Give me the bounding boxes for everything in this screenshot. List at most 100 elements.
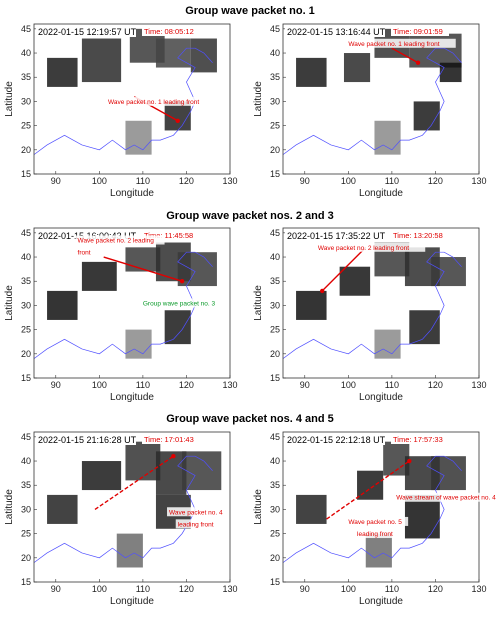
annotation-label: Wave packet no. 5 bbox=[348, 519, 402, 526]
arrow-head bbox=[171, 453, 176, 459]
plot-frame bbox=[33, 227, 231, 379]
y-tick-label: 25 bbox=[270, 325, 280, 335]
arrow-head bbox=[179, 279, 185, 284]
y-tick-label: 15 bbox=[270, 577, 280, 587]
y-tick-label: 20 bbox=[21, 349, 31, 359]
image-patch bbox=[365, 533, 392, 568]
panel-5: 90 100 110 120 130 15 20 25 30 35 40 45 Longitude Lat… bbox=[4, 431, 238, 607]
image-patch bbox=[404, 494, 440, 539]
y-tick-label: 30 bbox=[21, 300, 31, 310]
y-axis-label: Latitude bbox=[4, 285, 15, 321]
x-axis-label: Longitude bbox=[110, 596, 154, 607]
time-label: Time: 17:01:43 bbox=[144, 435, 194, 444]
x-tick-label: 130 bbox=[222, 584, 237, 594]
y-axis-label: Latitude bbox=[4, 489, 15, 525]
y-axis-label: Latitude bbox=[253, 285, 264, 321]
y-tick-label: 25 bbox=[21, 121, 31, 131]
timestamp-label: 2022-01-15 21:16:28 UT bbox=[38, 435, 137, 445]
x-tick-label: 130 bbox=[222, 380, 237, 390]
x-tick-label: 100 bbox=[341, 176, 356, 186]
coastline bbox=[33, 47, 213, 155]
stamp-background bbox=[36, 434, 136, 445]
annotation-background bbox=[346, 516, 409, 526]
x-tick-label: 100 bbox=[92, 380, 107, 390]
y-tick-label: 20 bbox=[21, 553, 31, 563]
x-tick-label: 90 bbox=[300, 176, 310, 186]
coastline bbox=[33, 251, 213, 359]
x-tick-label: 110 bbox=[385, 176, 399, 186]
annotation-label: Wave packet no. 1 leading front bbox=[108, 99, 199, 106]
annotation-background bbox=[106, 96, 216, 106]
annotation-background bbox=[140, 298, 224, 308]
x-tick-label: 90 bbox=[51, 176, 61, 186]
x-axis-label: Longitude bbox=[359, 596, 403, 607]
annotation-label: Wave packet no. 1 leading front bbox=[348, 41, 439, 48]
y-tick-label: 25 bbox=[21, 529, 31, 539]
section-title-1: Group wave packet no. 1 bbox=[185, 5, 315, 17]
image-patch bbox=[296, 290, 327, 320]
arrow-line bbox=[326, 460, 410, 520]
y-axis-label: Latitude bbox=[253, 489, 264, 525]
image-patch bbox=[431, 257, 466, 287]
time-background bbox=[142, 26, 200, 36]
image-patch bbox=[155, 38, 191, 68]
annotation-label: Wave packet no. 4 bbox=[169, 509, 223, 516]
y-tick-label: 35 bbox=[21, 72, 31, 82]
image-patch bbox=[125, 120, 152, 155]
y-axis-label: Latitude bbox=[4, 81, 15, 117]
x-axis-label: Longitude bbox=[359, 392, 403, 403]
stamp-background bbox=[285, 230, 385, 241]
arrow-line bbox=[94, 455, 174, 510]
y-tick-label: 40 bbox=[270, 48, 280, 58]
image-patch bbox=[296, 494, 327, 524]
timestamp-label: 2022-01-15 17:35:22 UT bbox=[287, 231, 386, 241]
x-tick-label: 130 bbox=[471, 584, 486, 594]
time-label: Time: 09:01:59 bbox=[393, 27, 443, 36]
time-background bbox=[142, 434, 200, 444]
x-axis-label: Longitude bbox=[110, 188, 154, 199]
image-patch bbox=[81, 461, 122, 491]
y-tick-label: 20 bbox=[21, 145, 31, 155]
image-patch bbox=[431, 456, 466, 491]
timestamp-label: 2022-01-15 22:12:18 UT bbox=[287, 435, 386, 445]
image-patch bbox=[413, 101, 440, 131]
image-patch bbox=[155, 451, 187, 495]
image-patch bbox=[125, 441, 161, 481]
image-patch bbox=[343, 53, 371, 83]
time-label: Time: 13:20:58 bbox=[393, 231, 443, 240]
annotation-label: Wave stream of wave packet no. 4 bbox=[396, 495, 496, 502]
y-tick-label: 35 bbox=[21, 480, 31, 490]
annotation-background bbox=[355, 529, 404, 539]
image-patch bbox=[374, 120, 401, 155]
y-tick-label: 40 bbox=[21, 252, 31, 262]
panel-4: 90 100 110 120 130 15 20 25 30 35 40 45 Longitude Lat… bbox=[253, 227, 487, 403]
image-patch bbox=[296, 57, 327, 87]
plot-frame bbox=[282, 23, 480, 175]
x-tick-label: 120 bbox=[179, 380, 194, 390]
image-patch bbox=[190, 38, 217, 73]
stamp-background bbox=[285, 26, 385, 37]
y-tick-label: 25 bbox=[270, 121, 280, 131]
y-tick-label: 15 bbox=[21, 577, 31, 587]
y-tick-label: 30 bbox=[270, 96, 280, 106]
timestamp-label: 2022-01-15 12:19:57 UT bbox=[38, 27, 137, 37]
y-tick-label: 30 bbox=[270, 504, 280, 514]
time-background bbox=[391, 230, 449, 240]
image-patch bbox=[177, 252, 217, 287]
plot-frame bbox=[33, 23, 231, 175]
image-patch bbox=[164, 310, 191, 345]
plot-frame bbox=[33, 431, 231, 583]
coastline bbox=[282, 47, 462, 155]
y-tick-label: 40 bbox=[21, 48, 31, 58]
x-tick-label: 90 bbox=[300, 380, 310, 390]
time-background bbox=[391, 26, 449, 36]
stamp-background bbox=[36, 230, 136, 241]
coastline bbox=[33, 455, 213, 563]
x-tick-label: 130 bbox=[471, 176, 486, 186]
timestamp-label: 2022-01-15 13:16:44 UT bbox=[287, 27, 386, 37]
x-tick-label: 90 bbox=[51, 380, 61, 390]
y-tick-label: 20 bbox=[270, 553, 280, 563]
x-tick-label: 100 bbox=[92, 176, 107, 186]
x-axis-label: Longitude bbox=[110, 392, 154, 403]
section-title-3: Group wave packet nos. 4 and 5 bbox=[166, 413, 334, 425]
